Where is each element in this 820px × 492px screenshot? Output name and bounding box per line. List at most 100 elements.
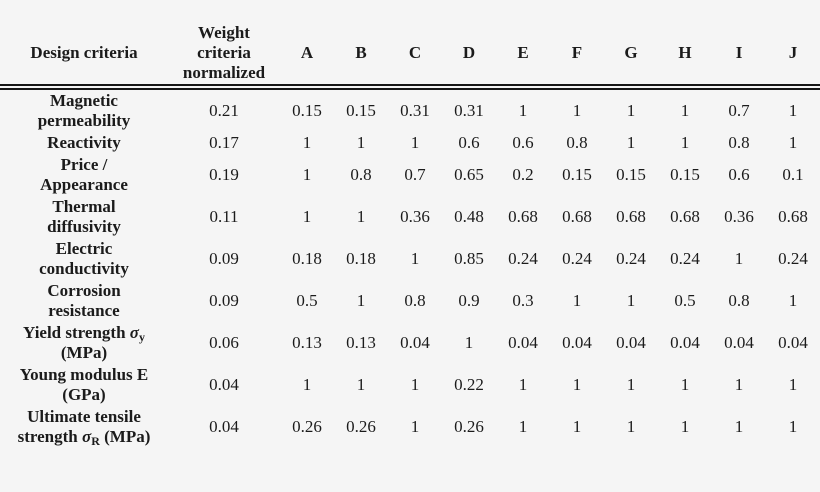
value-cell-G: 0.04 xyxy=(616,333,646,352)
value-cell-J: 0.68 xyxy=(778,207,808,226)
row-label: Yield strength σy (MPa) xyxy=(23,323,145,362)
value-cell-G: 0.24 xyxy=(616,249,646,268)
header-option-I: I xyxy=(712,22,766,90)
value-cell-C: 1 xyxy=(410,417,420,436)
value-cell-F: 0.15 xyxy=(562,165,592,184)
value-cell-C: 1 xyxy=(410,375,420,394)
weight-value: 0.09 xyxy=(209,249,239,268)
value-cell-B: 0.8 xyxy=(350,165,372,184)
value-cell-I: 0.04 xyxy=(724,333,754,352)
value-cell-B: 0.26 xyxy=(346,417,376,436)
value-cell-J: 1 xyxy=(788,417,798,436)
header-option-A: A xyxy=(280,22,334,90)
value-cell-F: 0.68 xyxy=(562,207,592,226)
value-cell-J: 1 xyxy=(788,101,798,120)
value-cell-G: 1 xyxy=(626,133,636,152)
row-label: Reactivity xyxy=(47,133,121,152)
value-cell-I: 1 xyxy=(734,417,744,436)
table-row: Ultimate tensile strength σR (MPa) 0.04 0.2… xyxy=(0,406,820,448)
value-cell-D: 1 xyxy=(464,333,474,352)
value-cell-C: 0.04 xyxy=(400,333,430,352)
value-cell-E: 1 xyxy=(518,417,528,436)
value-cell-E: 0.3 xyxy=(512,291,534,310)
weight-value: 0.21 xyxy=(209,101,239,120)
value-cell-B: 1 xyxy=(356,291,366,310)
value-cell-F: 1 xyxy=(572,291,582,310)
value-cell-D: 0.85 xyxy=(454,249,484,268)
value-cell-J: 0.24 xyxy=(778,249,808,268)
row-label: Magnetic permeability xyxy=(37,91,131,130)
value-cell-H: 1 xyxy=(680,375,690,394)
value-cell-D: 0.48 xyxy=(454,207,484,226)
table-row: Corrosion resistance 0.09 0.5 1 0.8 0.9 0.3 1 1 0.… xyxy=(0,280,820,322)
value-cell-F: 0.04 xyxy=(562,333,592,352)
value-cell-I: 0.36 xyxy=(724,207,754,226)
value-cell-G: 0.15 xyxy=(616,165,646,184)
value-cell-E: 1 xyxy=(518,101,528,120)
table-row: Electric conductivity 0.09 0.18 0.18 1 0.85 0.2… xyxy=(0,238,820,280)
value-cell-H: 0.5 xyxy=(674,291,696,310)
value-cell-I: 0.8 xyxy=(728,133,750,152)
value-cell-I: 0.6 xyxy=(728,165,750,184)
value-cell-A: 0.18 xyxy=(292,249,322,268)
value-cell-G: 1 xyxy=(626,375,636,394)
value-cell-A: 0.13 xyxy=(292,333,322,352)
header-weight-criteria-normalized: Weight criteria normalized xyxy=(168,22,280,90)
header-option-E: E xyxy=(496,22,550,90)
value-cell-A: 1 xyxy=(302,207,312,226)
value-cell-H: 1 xyxy=(680,417,690,436)
value-cell-F: 1 xyxy=(572,101,582,120)
table-row: Thermal diffusivity 0.11 1 1 0.36 0.48 0.68 0.68… xyxy=(0,196,820,238)
value-cell-G: 1 xyxy=(626,417,636,436)
design-criteria-table: Design criteria Weight criteria normaliz… xyxy=(0,22,820,448)
value-cell-F: 0.8 xyxy=(566,133,588,152)
value-cell-J: 1 xyxy=(788,133,798,152)
header-row: Design criteria Weight criteria normaliz… xyxy=(0,22,820,90)
value-cell-E: 0.68 xyxy=(508,207,538,226)
value-cell-I: 1 xyxy=(734,249,744,268)
weight-value: 0.06 xyxy=(209,333,239,352)
value-cell-F: 1 xyxy=(572,375,582,394)
value-cell-D: 0.31 xyxy=(454,101,484,120)
value-cell-G: 0.68 xyxy=(616,207,646,226)
table-row: Magnetic permeability 0.21 0.15 0.15 0.31 0.31… xyxy=(0,87,820,132)
weight-value: 0.11 xyxy=(209,207,239,226)
value-cell-E: 1 xyxy=(518,375,528,394)
value-cell-A: 0.15 xyxy=(292,101,322,120)
value-cell-A: 1 xyxy=(302,375,312,394)
value-cell-H: 0.04 xyxy=(670,333,700,352)
header-option-G: G xyxy=(604,22,658,90)
value-cell-D: 0.65 xyxy=(454,165,484,184)
weight-value: 0.09 xyxy=(209,291,239,310)
table-row: Reactivity 0.17 1 1 1 0.6 0.6 0.8 1 1 0.8 1 xyxy=(0,132,820,154)
header-option-J: J xyxy=(766,22,820,90)
value-cell-I: 0.7 xyxy=(728,101,750,120)
value-cell-C: 0.36 xyxy=(400,207,430,226)
header-option-C: C xyxy=(388,22,442,90)
table-row: Price / Appearance 0.19 1 0.8 0.7 0.65 0.2 0.15 0… xyxy=(0,154,820,196)
value-cell-A: 0.26 xyxy=(292,417,322,436)
value-cell-A: 0.5 xyxy=(296,291,318,310)
value-cell-C: 0.8 xyxy=(404,291,426,310)
value-cell-J: 0.04 xyxy=(778,333,808,352)
value-cell-J: 1 xyxy=(788,291,798,310)
value-cell-H: 0.24 xyxy=(670,249,700,268)
value-cell-A: 1 xyxy=(302,133,312,152)
weight-value: 0.04 xyxy=(209,417,239,436)
value-cell-F: 0.24 xyxy=(562,249,592,268)
value-cell-B: 0.18 xyxy=(346,249,376,268)
value-cell-H: 0.15 xyxy=(670,165,700,184)
row-label: Electric conductivity xyxy=(39,239,129,278)
value-cell-G: 1 xyxy=(626,101,636,120)
value-cell-B: 0.13 xyxy=(346,333,376,352)
page: { "page": { "background_color": "#f5f5f5… xyxy=(0,22,820,492)
value-cell-E: 0.6 xyxy=(512,133,534,152)
value-cell-E: 0.04 xyxy=(508,333,538,352)
value-cell-C: 1 xyxy=(410,249,420,268)
table-row: Young modulus E (GPa) 0.04 1 1 1 0.22 1 1 1 1 1 1 xyxy=(0,364,820,406)
row-label: Young modulus E (GPa) xyxy=(19,365,149,404)
value-cell-C: 1 xyxy=(410,133,420,152)
header-option-H: H xyxy=(658,22,712,90)
value-cell-B: 1 xyxy=(356,133,366,152)
value-cell-B: 1 xyxy=(356,207,366,226)
